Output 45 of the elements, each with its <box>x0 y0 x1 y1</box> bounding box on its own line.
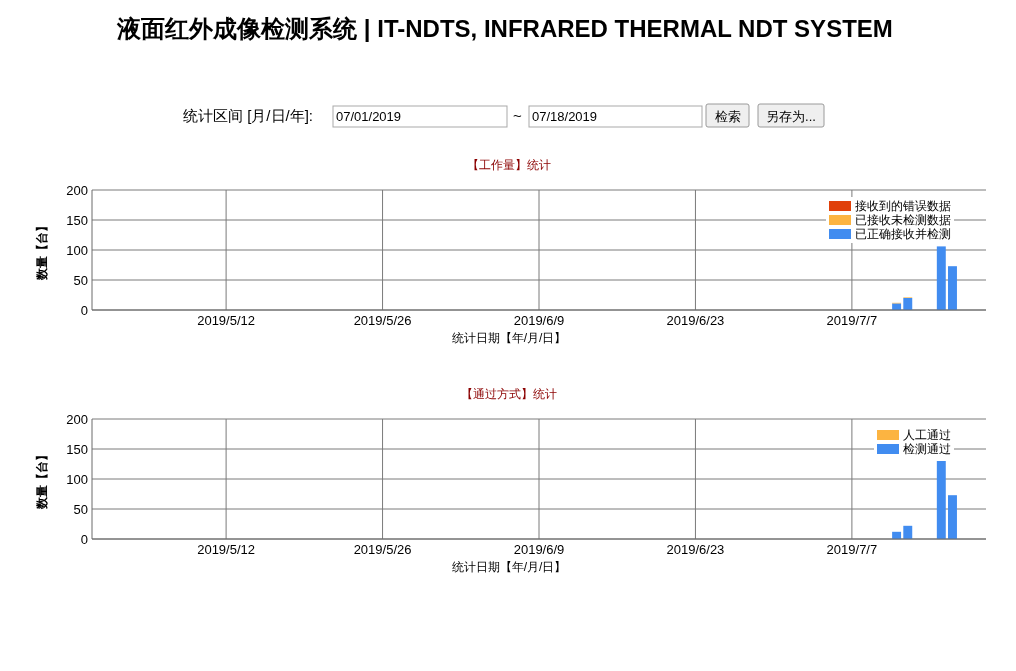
x-tick-label: 2019/6/23 <box>666 542 725 557</box>
bar <box>948 266 957 310</box>
text: ~ <box>513 107 522 124</box>
text: 07/01/2019 <box>336 109 402 124</box>
bar <box>936 246 946 310</box>
y-tick-label: 150 <box>66 442 88 457</box>
y-tick-label: 50 <box>73 273 88 288</box>
y-axis-title: 数量【台】 <box>35 449 49 510</box>
y-tick-label: 50 <box>73 502 88 517</box>
x-tick-label: 2019/7/7 <box>826 313 878 328</box>
chart-title: 【通过方式】统计 <box>461 387 557 401</box>
y-tick-label: 200 <box>66 412 88 427</box>
x-tick-label: 2019/5/12 <box>197 313 256 328</box>
y-tick-label: 200 <box>66 183 88 198</box>
y-tick-label: 100 <box>66 243 88 258</box>
legend-label: 已正确接收并检测 <box>855 227 951 241</box>
bar <box>892 303 902 310</box>
legend-label: 人工通过 <box>903 428 951 442</box>
x-tick-label: 2019/6/23 <box>666 313 725 328</box>
bar <box>903 298 913 310</box>
legend-label: 已接收未检测数据 <box>855 213 951 227</box>
text: 07/18/2019 <box>532 109 598 124</box>
y-axis-title: 数量【台】 <box>35 220 49 281</box>
bar <box>936 461 946 539</box>
x-tick-label: 2019/5/12 <box>197 542 256 557</box>
y-tick-label: 0 <box>80 303 88 318</box>
x-tick-label: 2019/5/26 <box>353 542 412 557</box>
text: 液面红外成像检测系统 | IT-NDTS, INFRARED THERMAL NDT SYSTEM <box>116 15 893 42</box>
legend-label: 接收到的错误数据 <box>855 199 951 213</box>
text: 统计区间 [月/日/年]: <box>183 107 314 124</box>
bar <box>903 525 913 539</box>
legend-label: 检测通过 <box>903 442 951 456</box>
y-tick-label: 150 <box>66 213 88 228</box>
x-tick-label: 2019/5/26 <box>353 313 412 328</box>
text: 另存为... <box>766 109 816 124</box>
x-axis-title: 统计日期【年/月/日】 <box>451 560 567 574</box>
text: 检索 <box>714 109 741 124</box>
y-tick-label: 100 <box>66 472 88 487</box>
chart-title: 【工作量】统计 <box>467 158 551 172</box>
x-axis-title: 统计日期【年/月/日】 <box>451 331 567 345</box>
x-tick-label: 2019/7/7 <box>826 542 878 557</box>
x-tick-label: 2019/6/9 <box>513 542 565 557</box>
bar <box>948 495 957 539</box>
x-tick-label: 2019/6/9 <box>513 313 565 328</box>
y-tick-label: 0 <box>80 532 88 547</box>
